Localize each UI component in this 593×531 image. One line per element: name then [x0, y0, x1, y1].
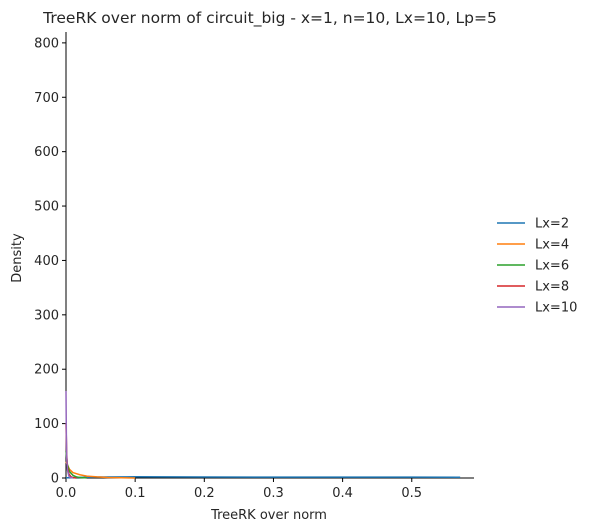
- y-tick-label: 200: [34, 363, 59, 378]
- series-line-lx-2: [65, 476, 461, 479]
- x-tick-label: 0.3: [263, 486, 284, 501]
- x-tick-label: 0.4: [332, 486, 353, 501]
- series-layer: [65, 390, 461, 479]
- y-tick-label: 600: [34, 145, 59, 160]
- x-tick-label: 0.1: [125, 486, 146, 501]
- series-line-lx-10: [65, 390, 74, 479]
- y-tick-label: 500: [34, 200, 59, 215]
- x-tick-label: 0.0: [56, 486, 77, 501]
- series-line-lx-4: [65, 461, 136, 479]
- y-axis-label: Density: [10, 233, 25, 283]
- y-tick-label: 100: [34, 417, 59, 432]
- y-tick-label: 800: [34, 36, 59, 51]
- legend-label: Lx=6: [535, 259, 569, 274]
- y-tick-label: 400: [34, 254, 59, 269]
- legend-label: Lx=8: [535, 280, 569, 295]
- y-axis-ticks: 0 100 200 300 400 500 600 700 800: [34, 36, 66, 487]
- chart-title: TreeRK over norm of circuit_big - x=1, n…: [42, 9, 497, 28]
- legend-label: Lx=10: [535, 301, 577, 316]
- legend-label: Lx=4: [535, 238, 569, 253]
- y-tick-label: 700: [34, 91, 59, 106]
- legend-label: Lx=2: [535, 217, 569, 232]
- x-tick-label: 0.2: [194, 486, 215, 501]
- y-tick-label: 0: [51, 472, 59, 487]
- legend: Lx=2 Lx=4 Lx=6 Lx=8 Lx=10: [497, 217, 577, 316]
- x-axis-label: TreeRK over norm: [210, 508, 327, 523]
- x-axis-ticks: 0.0 0.1 0.2 0.3 0.4 0.5: [56, 478, 422, 501]
- x-tick-label: 0.5: [401, 486, 422, 501]
- y-tick-label: 300: [34, 308, 59, 323]
